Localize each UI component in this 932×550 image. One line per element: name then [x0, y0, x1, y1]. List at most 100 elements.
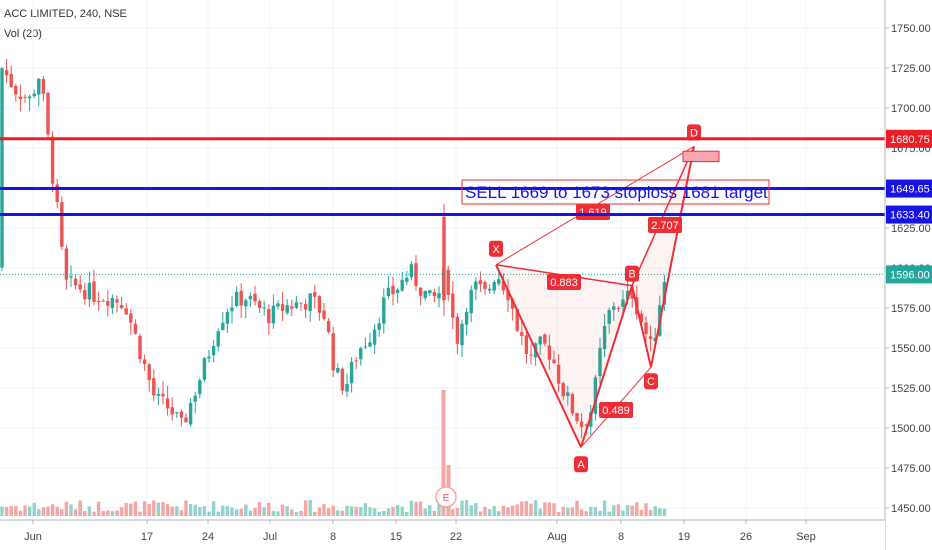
- price-tick-label: 1725.00: [891, 63, 931, 75]
- candle-body: [469, 289, 473, 314]
- candle-body: [621, 299, 625, 307]
- pattern-point-label: B: [628, 269, 635, 281]
- volume-bar: [225, 506, 230, 516]
- volume-bar: [216, 511, 220, 516]
- candle-body: [612, 306, 616, 310]
- volume-bar: [414, 501, 418, 516]
- candle-body: [566, 392, 570, 396]
- candle-body: [423, 290, 427, 299]
- candle-body: [14, 86, 18, 95]
- candle-body: [561, 383, 565, 397]
- candle-body: [644, 322, 648, 335]
- volume-bar: [46, 506, 50, 516]
- candle-body: [161, 393, 165, 397]
- volume-bar: [184, 500, 188, 516]
- volume-bar: [501, 505, 506, 516]
- pattern-leg: [495, 264, 582, 448]
- volume-bar: [239, 508, 243, 516]
- candle-body: [253, 293, 257, 302]
- candle-body: [478, 280, 483, 285]
- pattern-point-label: X: [492, 244, 500, 256]
- volume-bar: [41, 507, 46, 516]
- volume-bar: [469, 505, 473, 516]
- volume-bar: [630, 505, 634, 516]
- candle-body: [257, 301, 262, 308]
- volume-bar: [271, 510, 276, 516]
- candle-body: [156, 393, 161, 396]
- pattern-fill: [496, 264, 632, 448]
- candle-body: [207, 356, 211, 359]
- candle-body: [290, 306, 294, 309]
- candle-body: [455, 316, 460, 344]
- candle-body: [589, 412, 593, 427]
- volume-bar: [345, 505, 349, 516]
- volume-bar: [124, 502, 128, 516]
- candle-body: [648, 336, 653, 339]
- candle-body: [616, 308, 621, 310]
- candle-body: [506, 290, 510, 301]
- candle-body: [41, 79, 46, 94]
- candle-body: [331, 333, 335, 371]
- price-tick-label: 1500.00: [891, 423, 931, 435]
- volume-bar: [584, 511, 588, 516]
- volume-bar: [483, 506, 487, 516]
- ratio-label: 0.883: [550, 277, 578, 289]
- volume-bar: [142, 501, 147, 516]
- volume-bar: [543, 502, 547, 516]
- volume-bar: [354, 506, 358, 516]
- candle-body: [32, 93, 36, 97]
- volume-bar: [60, 509, 64, 516]
- volume-bar: [409, 500, 414, 516]
- candle-body: [50, 136, 55, 184]
- time-axis-bg: [0, 520, 885, 550]
- candle-body: [639, 313, 644, 323]
- volume-bar: [175, 506, 179, 516]
- time-tick-label: 15: [390, 531, 402, 543]
- candle-body: [87, 282, 92, 300]
- volume-bar: [253, 507, 257, 516]
- volume-bar: [556, 511, 561, 516]
- chart-title: ACC LIMITED, 240, NSE: [4, 8, 127, 20]
- volume-bar: [635, 502, 639, 516]
- candle-body: [326, 320, 331, 333]
- time-tick-label: 26: [740, 531, 752, 543]
- volume-bar: [326, 508, 331, 516]
- pattern-fill: [632, 146, 694, 368]
- candle-body: [584, 424, 588, 426]
- candle-body: [524, 335, 529, 354]
- candle-body: [607, 310, 611, 324]
- volume-bar: [349, 506, 354, 516]
- volume-bar: [658, 508, 662, 516]
- price-tick-label: 1575.00: [891, 303, 931, 315]
- volume-bar: [363, 503, 368, 516]
- volume-bar: [552, 503, 556, 516]
- pattern-point-box: [625, 265, 639, 282]
- volume-bar: [644, 503, 648, 516]
- price-tag-label: 1680.75: [890, 134, 930, 146]
- candle-body: [313, 292, 317, 297]
- candle-body: [556, 364, 561, 384]
- volume-bar: [267, 502, 271, 516]
- volume-bar: [313, 511, 317, 516]
- volume-bar: [451, 509, 455, 516]
- volume-bar: [37, 509, 41, 516]
- candle-body: [349, 361, 354, 384]
- volume-bar: [202, 506, 207, 516]
- volume-bar: [428, 505, 432, 516]
- volume-bar: [64, 501, 69, 516]
- trade-annotation: [461, 179, 770, 205]
- candle-body: [391, 285, 395, 295]
- time-tick-label: 24: [202, 531, 214, 543]
- candle-body: [234, 291, 239, 307]
- candle-body: [175, 412, 179, 414]
- volume-bar: [257, 502, 262, 516]
- volume-bar: [340, 510, 345, 516]
- volume-bar: [418, 501, 423, 516]
- candle-body: [92, 281, 96, 302]
- volume-bar: [244, 504, 248, 516]
- candle-body: [483, 281, 487, 289]
- candle-body: [382, 297, 386, 324]
- volume-bar: [331, 505, 335, 516]
